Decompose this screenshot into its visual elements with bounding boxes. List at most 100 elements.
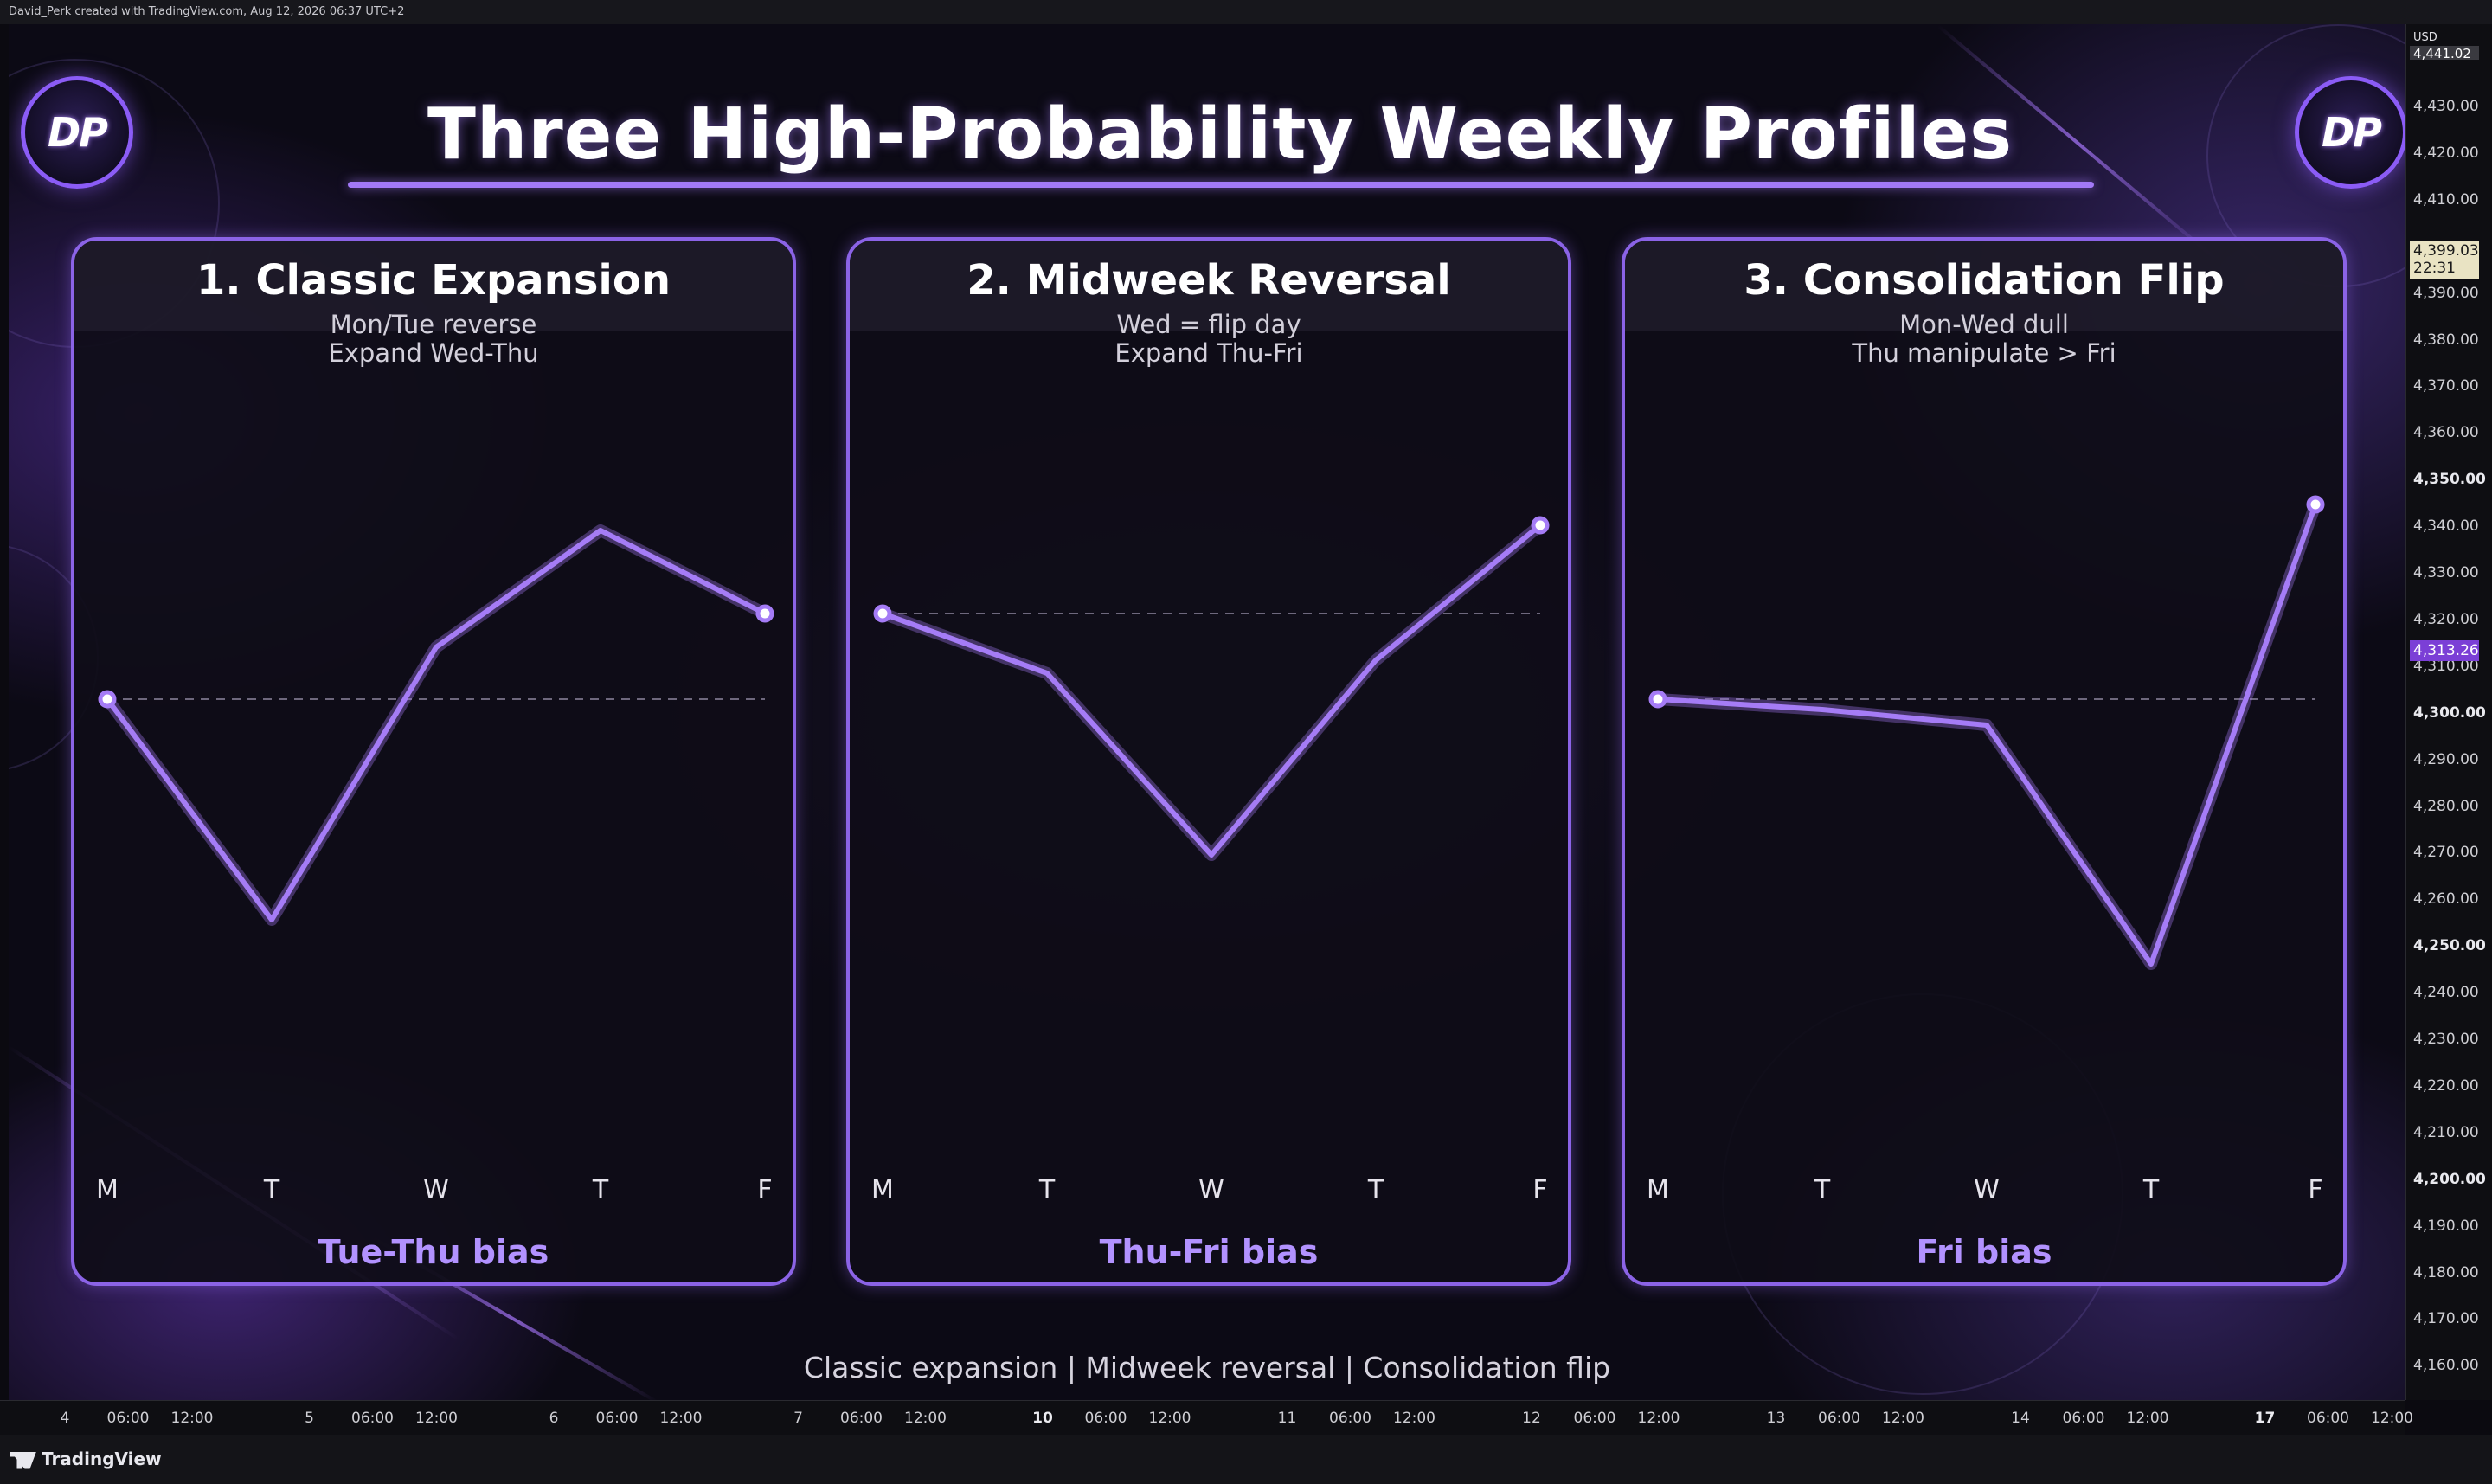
- panel-subtitle-2: Thu manipulate > Fri: [1852, 338, 2116, 368]
- price-tick-label: 4,390.00: [2413, 284, 2479, 302]
- time-tick-label: 17: [2254, 1410, 2276, 1427]
- panel-title: 1. Classic Expansion: [196, 256, 671, 305]
- top-price-tag: 4,441.02: [2410, 46, 2479, 60]
- time-tick-label: 12:00: [415, 1410, 458, 1427]
- time-tick-label: 6: [549, 1410, 559, 1427]
- bias-label: Thu-Fri bias: [1099, 1233, 1319, 1271]
- chart-canvas[interactable]: DP DP Three High-Probability Weekly Prof…: [9, 24, 2405, 1400]
- currency-label: USD: [2413, 31, 2437, 44]
- profile-panel-consolidation-flip: 3. Consolidation Flip Mon-Wed dull Thu m…: [1622, 237, 2347, 1286]
- time-tick-label: 12:00: [2371, 1410, 2413, 1427]
- time-tick-label: 7: [793, 1410, 803, 1427]
- time-tick-label: 5: [305, 1410, 314, 1427]
- footer-summary: Classic expansion | Midweek reversal | C…: [803, 1351, 1611, 1384]
- price-tick-label: 4,340.00: [2413, 517, 2479, 536]
- current-price: 4,399.03: [2413, 242, 2479, 260]
- time-tick-label: 12:00: [170, 1410, 214, 1427]
- start-point: [98, 690, 117, 709]
- page-title: Three High-Probability Weekly Profiles: [427, 93, 2014, 176]
- panel-subtitle-2: Expand Wed-Thu: [328, 338, 539, 368]
- day-label-thu: T: [592, 1175, 609, 1205]
- price-tick-label: 4,280.00: [2413, 797, 2479, 815]
- title-underline: [348, 182, 2094, 188]
- attribution-bar: David_Perk created with TradingView.com,…: [0, 0, 2492, 24]
- profile-line-chart: [873, 516, 1550, 861]
- panel-subtitle-1: Wed = flip day: [1116, 310, 1301, 339]
- day-label-fri: F: [1532, 1175, 1548, 1205]
- time-tick-label: 11: [1277, 1410, 1297, 1427]
- attribution-text: David_Perk created with TradingView.com,…: [9, 5, 405, 18]
- time-tick-label: 12:00: [1882, 1410, 1924, 1427]
- price-tick-label: 4,250.00: [2413, 937, 2486, 955]
- dp-logo-left: DP: [21, 76, 133, 189]
- price-tick-label: 4,410.00: [2413, 190, 2479, 209]
- day-label-fri: F: [757, 1175, 773, 1205]
- time-tick-label: 06:00: [1818, 1410, 1860, 1427]
- profile-line-chart: [98, 524, 774, 926]
- day-label-wed: W: [1974, 1175, 2000, 1205]
- day-label-mon: M: [96, 1175, 119, 1205]
- end-point: [1531, 516, 1550, 535]
- time-tick-label: 12:00: [659, 1410, 703, 1427]
- panel-subtitle-2: Expand Thu-Fri: [1114, 338, 1303, 368]
- price-tick-label: 4,320.00: [2413, 610, 2479, 628]
- time-tick-label: 12:00: [1148, 1410, 1191, 1427]
- price-tick-label: 4,310.00: [2413, 657, 2479, 675]
- panel-subtitle-1: Mon/Tue reverse: [330, 310, 537, 339]
- day-label-mon: M: [871, 1175, 894, 1205]
- time-axis[interactable]: 4 06:00 12:00 5 06:00 12:00 6 06:00 12:00 7 06:00 1…: [0, 1400, 2413, 1436]
- price-axis[interactable]: USD 4,430.00 4,420.00 4,410.00 4,390.00 4,38…: [2405, 24, 2492, 1400]
- time-tick-label: 06:00: [351, 1410, 394, 1427]
- price-tick-label: 4,220.00: [2413, 1076, 2479, 1095]
- price-tick-label: 4,330.00: [2413, 564, 2479, 581]
- bar-countdown: 22:31: [2413, 260, 2456, 277]
- time-tick-label: 14: [2011, 1410, 2030, 1427]
- day-label-wed: W: [1198, 1175, 1224, 1205]
- time-tick-label: 12: [1522, 1410, 1541, 1427]
- panel-subtitle-1: Mon-Wed dull: [1899, 310, 2069, 339]
- panel-header: [1625, 241, 2343, 331]
- day-label-thu: T: [1367, 1175, 1384, 1205]
- panel-title: 2. Midweek Reversal: [967, 256, 1451, 305]
- time-tick-label: 06:00: [106, 1410, 150, 1427]
- time-tick-label: 12:00: [2126, 1410, 2169, 1427]
- time-tick-label: 06:00: [2307, 1410, 2349, 1427]
- panel-header: [74, 241, 793, 331]
- price-tick-label: 4,230.00: [2413, 1031, 2479, 1048]
- time-tick-label: 06:00: [1084, 1410, 1127, 1427]
- price-tick-label: 4,200.00: [2413, 1170, 2486, 1188]
- price-tick-label: 4,360.00: [2413, 424, 2479, 442]
- profile-line: [881, 523, 1542, 858]
- time-tick-label: 12:00: [1637, 1410, 1680, 1427]
- start-point: [873, 604, 892, 623]
- price-tick-label: 4,180.00: [2413, 1263, 2479, 1282]
- day-label-thu: T: [2142, 1175, 2160, 1205]
- day-label-tue: T: [263, 1175, 280, 1205]
- tradingview-mark-icon: [10, 1451, 36, 1469]
- price-tick-label: 4,260.00: [2413, 890, 2479, 909]
- time-tick-label: 10: [1032, 1410, 1053, 1427]
- price-tick-label: 4,370.00: [2413, 377, 2479, 395]
- tradingview-logo[interactable]: TradingView: [10, 1447, 162, 1471]
- price-tick-label: 4,190.00: [2413, 1217, 2479, 1235]
- profile-line-chart: [1648, 495, 2325, 970]
- time-tick-label: 06:00: [840, 1410, 883, 1427]
- price-tick-label: 4,350.00: [2413, 471, 2486, 489]
- time-tick-label: 12:00: [1393, 1410, 1435, 1427]
- bottom-bar: TradingView: [0, 1435, 2492, 1484]
- end-point: [2306, 495, 2325, 514]
- marker-price-tag[interactable]: 4,313.26: [2410, 640, 2479, 661]
- profile-panel-midweek-reversal: 2. Midweek Reversal Wed = flip day Expan…: [846, 237, 1571, 1286]
- price-tick-label: 4,240.00: [2413, 984, 2479, 1002]
- time-tick-label: 4: [60, 1410, 70, 1427]
- panel-title: 3. Consolidation Flip: [1744, 256, 2225, 305]
- start-point: [1648, 690, 1667, 709]
- price-tick-label: 4,380.00: [2413, 331, 2479, 349]
- bias-label: Fri bias: [1916, 1233, 2052, 1271]
- time-tick-label: 06:00: [1573, 1410, 1616, 1427]
- current-price-tag[interactable]: 4,399.03 22:31: [2410, 241, 2479, 279]
- profile-line-glow: [102, 524, 768, 926]
- price-tick-label: 4,300.00: [2413, 703, 2486, 722]
- profile-line-glow: [1657, 502, 2322, 970]
- bias-label: Tue-Thu bias: [318, 1233, 549, 1271]
